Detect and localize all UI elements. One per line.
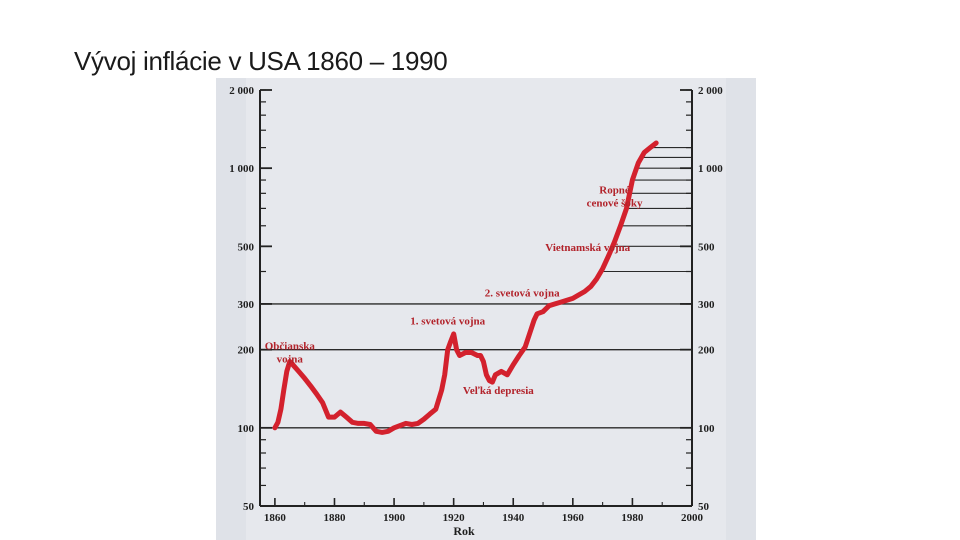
inflation-chart: 2 000 1 000 500 300 200 100 50 2 000 1 000 500 300… <box>216 78 756 540</box>
x-tick-label: 1960 <box>562 512 585 524</box>
y-tick-label-left: 200 <box>238 345 255 357</box>
annotation-label: Ropné <box>599 184 630 196</box>
x-tick-label: 1860 <box>264 512 287 524</box>
y-tick-label-left: 1 000 <box>229 163 254 175</box>
y-tick-label-left: 500 <box>238 241 255 253</box>
annotation-label: Občianska <box>265 341 316 353</box>
annotation-label: vojna <box>277 354 304 366</box>
chart-photo: 2 000 1 000 500 300 200 100 50 2 000 1 000 500 300… <box>216 78 756 540</box>
y-tick-label-right: 50 <box>698 501 710 513</box>
y-tick-label-right: 300 <box>698 299 715 311</box>
x-tick-label: 1940 <box>502 512 525 524</box>
x-tick-label: 2000 <box>681 512 704 524</box>
y-tick-label-right: 500 <box>698 241 715 253</box>
x-tick-label: 1920 <box>443 512 466 524</box>
x-tick-label: 1880 <box>323 512 346 524</box>
y-tick-label-right: 2 000 <box>698 85 723 97</box>
y-tick-label-left: 300 <box>238 299 255 311</box>
y-tick-label-left: 2 000 <box>229 85 254 97</box>
annotation-label: cenové šoky <box>587 197 643 209</box>
x-tick-label: 1900 <box>383 512 406 524</box>
annotation-label: 1. svetová vojna <box>410 316 485 328</box>
inflation-series-line <box>272 140 659 435</box>
slide-title: Vývoj inflácie v USA 1860 – 1990 <box>74 46 448 76</box>
y-tick-label-left: 100 <box>238 423 255 435</box>
y-tick-label-right: 1 000 <box>698 163 723 175</box>
annotation-label: Vietnamská vojna <box>545 242 630 254</box>
x-tick-label: 1980 <box>621 512 644 524</box>
y-tick-label-right: 200 <box>698 345 715 357</box>
x-axis-title: Rok <box>453 524 475 538</box>
annotation-label: 2. svetová vojna <box>485 288 560 300</box>
y-tick-label-left: 50 <box>243 501 255 513</box>
annotation-label: Veľká depresia <box>463 385 534 397</box>
y-tick-label-right: 100 <box>698 423 715 435</box>
